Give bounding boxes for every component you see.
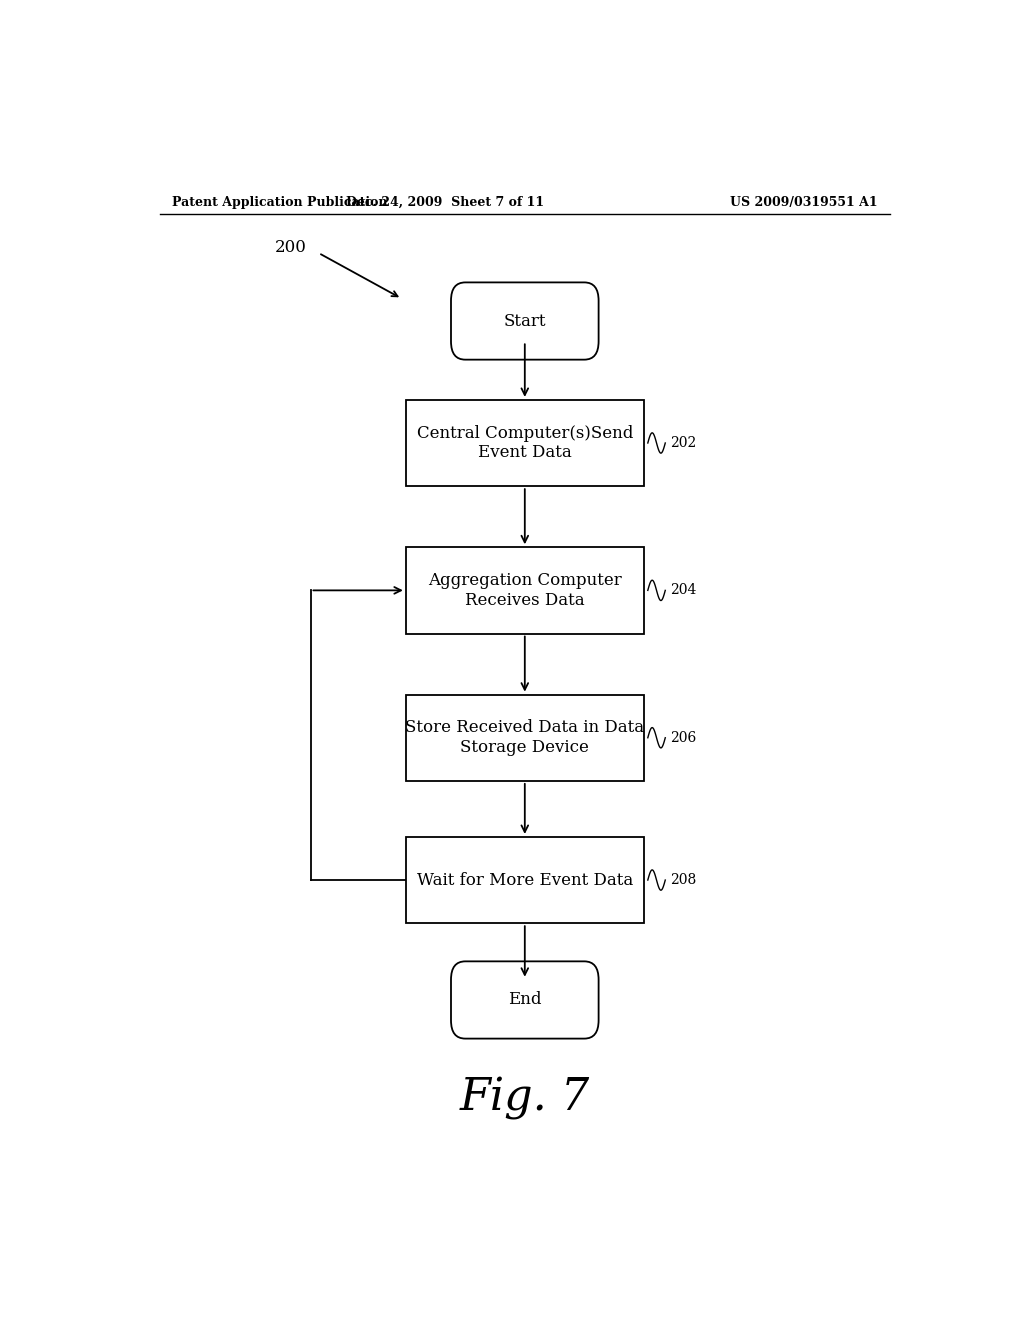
Text: 204: 204	[670, 583, 696, 598]
Text: Dec. 24, 2009  Sheet 7 of 11: Dec. 24, 2009 Sheet 7 of 11	[346, 195, 545, 209]
FancyBboxPatch shape	[451, 961, 599, 1039]
Text: End: End	[508, 991, 542, 1008]
Bar	[406, 837, 644, 923]
Text: Patent Application Publication: Patent Application Publication	[172, 195, 387, 209]
Bar	[406, 400, 644, 486]
Bar	[406, 694, 644, 781]
FancyBboxPatch shape	[451, 282, 599, 359]
Text: Wait for More Event Data: Wait for More Event Data	[417, 871, 633, 888]
Text: Start: Start	[504, 313, 546, 330]
Bar	[406, 548, 644, 634]
Text: Store Received Data in Data
Storage Device: Store Received Data in Data Storage Devi…	[406, 719, 644, 756]
Text: Central Computer(s)Send
Event Data: Central Computer(s)Send Event Data	[417, 425, 633, 461]
Text: Aggregation Computer
Receives Data: Aggregation Computer Receives Data	[428, 572, 622, 609]
Text: 202: 202	[670, 436, 696, 450]
Text: 208: 208	[670, 873, 696, 887]
Text: Fig. 7: Fig. 7	[460, 1077, 590, 1121]
Text: 206: 206	[670, 731, 696, 744]
Text: US 2009/0319551 A1: US 2009/0319551 A1	[730, 195, 878, 209]
Text: 200: 200	[274, 239, 307, 256]
